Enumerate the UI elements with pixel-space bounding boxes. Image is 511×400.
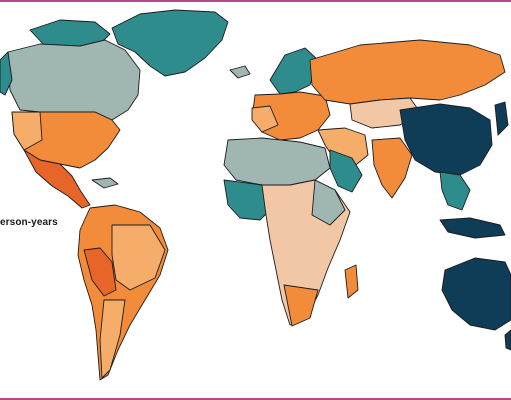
region-brazil [111,224,166,291]
region-india [371,137,413,199]
region-middle-east [317,127,369,169]
region-southern-africa [283,284,319,327]
region-usa-west [11,111,43,151]
region-china [399,103,493,176]
region-russia [309,39,506,105]
region-argentina [99,299,126,379]
region-caribbean [91,177,119,189]
region-peru [83,247,117,297]
region-indonesia [439,217,506,239]
region-madagascar [344,264,359,299]
region-canada [7,39,141,121]
legend-label: erson-years [0,217,58,228]
region-western-europe [251,105,279,133]
region-iceland [229,65,251,79]
region-greenland [111,9,229,77]
region-east-africa [311,179,346,226]
region-alaska [0,51,13,96]
region-mexico [23,149,91,209]
region-new-zealand [504,329,511,351]
region-japan [494,101,509,136]
region-southeast-asia [439,171,471,211]
region-australia [441,257,511,331]
region-north-africa [223,137,331,186]
